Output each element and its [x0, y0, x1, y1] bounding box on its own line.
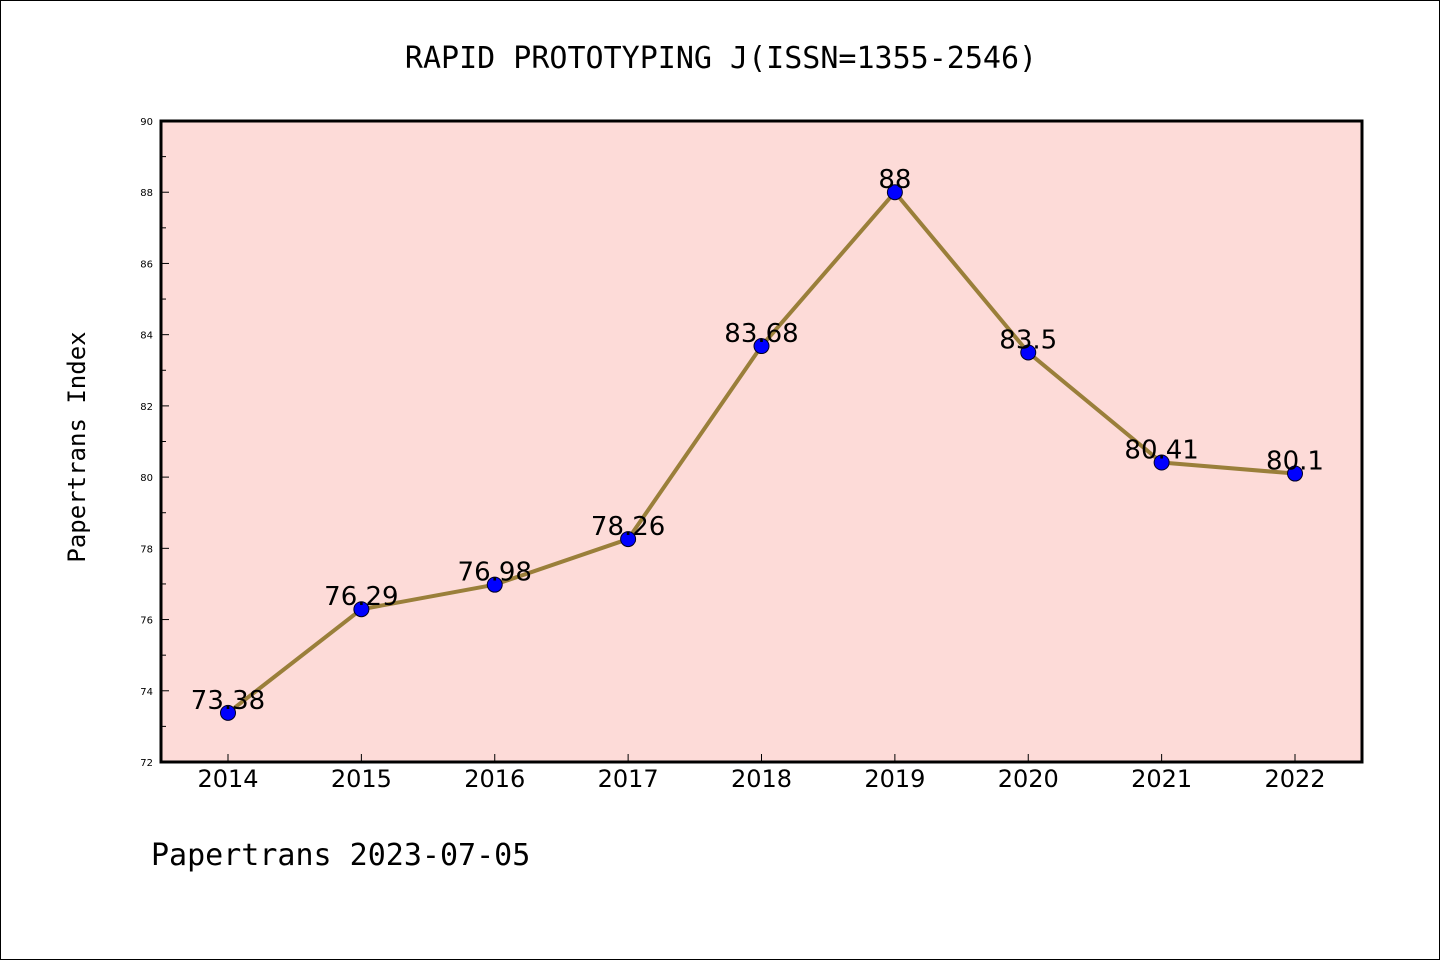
y-tick-label: 86 — [140, 259, 153, 270]
x-tick-label: 2021 — [1131, 765, 1192, 793]
y-tick-label: 88 — [140, 188, 153, 199]
x-axis: 2014 2015 2016 2017 2018 2019 2020 2021 2022 — [197, 754, 1326, 793]
data-label: 78.26 — [591, 512, 665, 542]
x-tick-label: 2022 — [1264, 765, 1325, 793]
data-label: 83.68 — [724, 319, 798, 349]
data-point — [1153, 454, 1170, 471]
data-label: 76.98 — [458, 558, 532, 588]
x-tick-label: 2016 — [464, 765, 525, 793]
data-label: 83.5 — [999, 325, 1057, 355]
data-point — [620, 531, 637, 548]
data-point — [220, 704, 236, 721]
y-tick-label: 80 — [140, 473, 153, 484]
data-labels: 73.38 76.29 76.98 78.26 83.68 88 83.5 80.41 80.1 — [191, 165, 1324, 716]
y-tick-label: 90 — [140, 117, 153, 128]
x-tick-label: 2018 — [731, 765, 792, 793]
data-point — [1287, 465, 1303, 482]
x-tick-label: 2019 — [864, 765, 925, 793]
plot-border — [159, 119, 1364, 764]
plot-area — [161, 121, 1362, 762]
y-tick-label: 84 — [140, 331, 153, 342]
y-tick-label: 74 — [140, 687, 153, 698]
data-label: 73.38 — [191, 686, 265, 716]
x-tick-label: 2015 — [331, 765, 392, 793]
y-axis-label: Papertrans Index — [63, 331, 91, 562]
data-label: 88 — [878, 165, 911, 195]
data-point — [486, 576, 503, 593]
y-tick-label: 76 — [140, 616, 153, 627]
data-label: 80.1 — [1266, 447, 1324, 477]
data-point — [353, 601, 370, 618]
y-tick-label: 72 — [140, 758, 153, 769]
data-point — [886, 184, 903, 201]
x-tick-label: 2017 — [598, 765, 659, 793]
data-point — [1020, 344, 1037, 361]
data-points — [220, 184, 1303, 721]
data-point — [753, 338, 770, 355]
footer-date: Papertrans 2023-07-05 — [151, 838, 530, 873]
chart-title: RAPID PROTOTYPING J(ISSN=1355-2546) — [405, 41, 1037, 76]
x-tick-label: 2020 — [998, 765, 1059, 793]
x-tick-label: 2014 — [197, 765, 258, 793]
data-label: 76.29 — [324, 582, 398, 612]
y-tick-label: 78 — [140, 544, 153, 555]
y-tick-label: 82 — [140, 402, 153, 413]
data-label: 80.41 — [1124, 436, 1198, 466]
